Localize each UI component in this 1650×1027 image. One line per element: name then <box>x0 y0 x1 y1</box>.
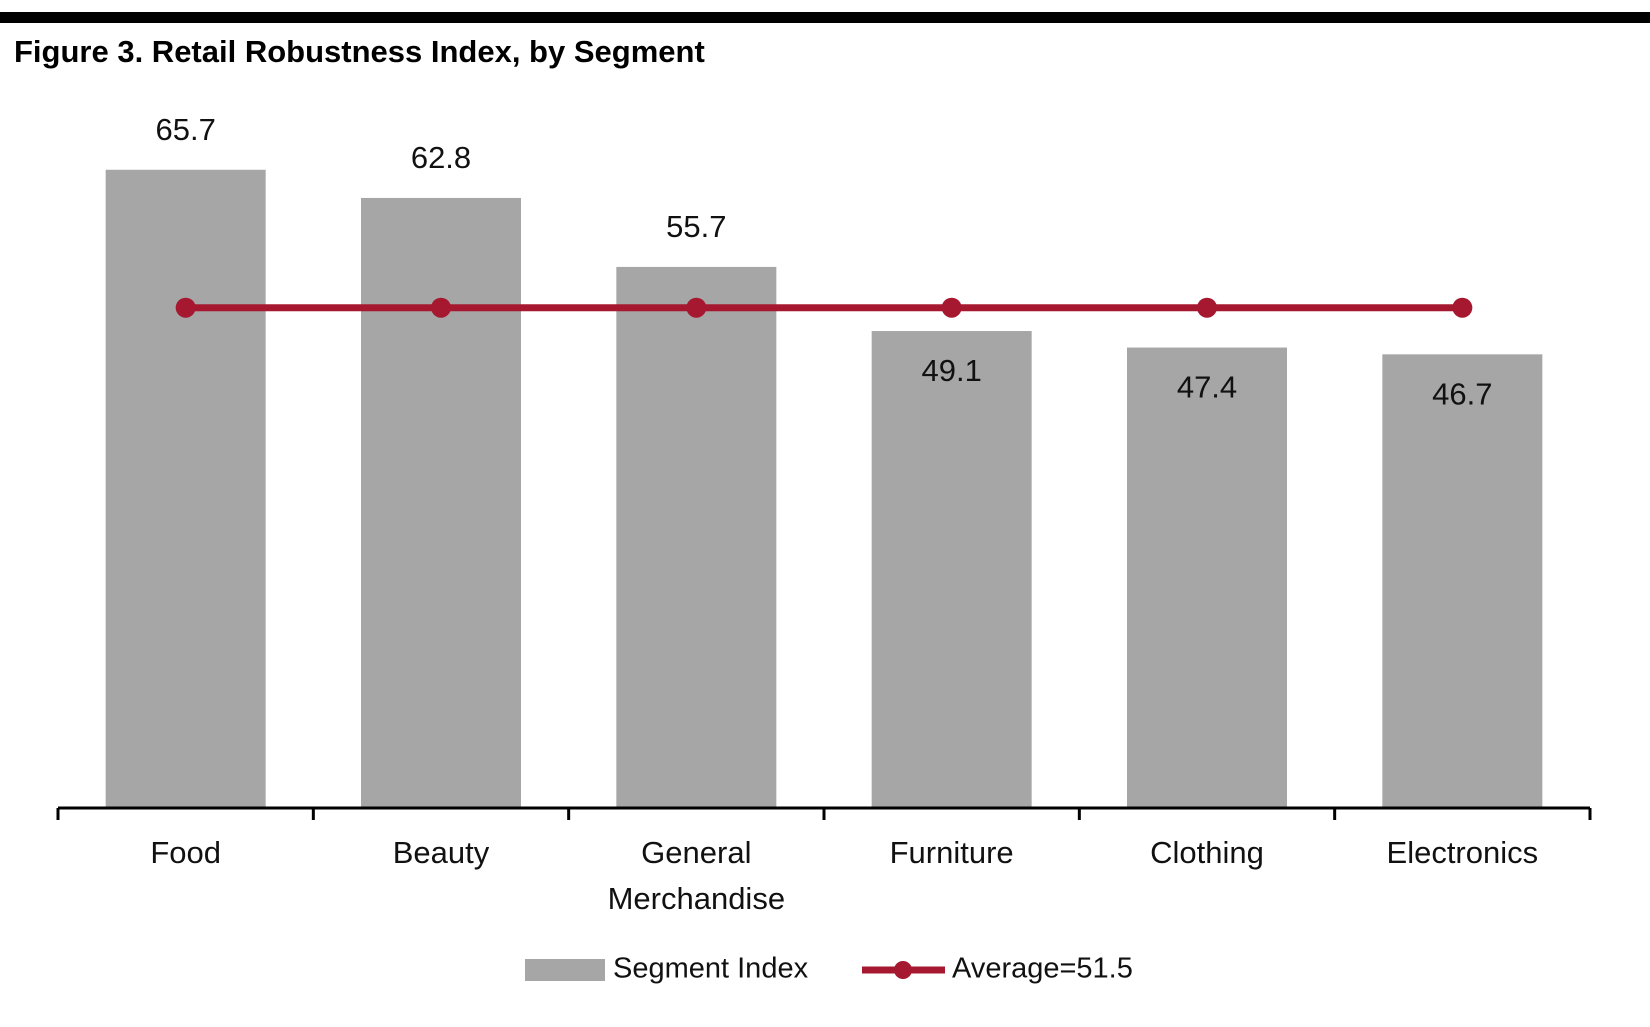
data-label: 55.7 <box>666 209 726 244</box>
bar <box>871 331 1032 808</box>
bar <box>361 197 521 808</box>
line-marker <box>175 297 196 318</box>
bar <box>616 266 777 808</box>
line-marker <box>941 297 962 318</box>
line-marker <box>1197 297 1217 318</box>
x-tick-label: General Merchandise <box>607 835 786 916</box>
x-tick-label: Clothing <box>1150 835 1264 870</box>
legend-marker <box>894 961 912 979</box>
bar <box>1382 354 1543 808</box>
top-rule <box>0 12 1650 23</box>
bar <box>1127 347 1287 808</box>
x-tick-label: Beauty <box>392 835 490 870</box>
legend-label: Segment Index <box>613 953 809 985</box>
legend-label: Average=51.5 <box>952 953 1133 985</box>
x-tick-label: Electronics <box>1386 835 1539 870</box>
data-label: 62.8 <box>411 140 471 175</box>
data-label: 46.7 <box>1432 377 1492 412</box>
data-label: 49.1 <box>921 353 981 388</box>
x-tick-label: Furniture <box>889 835 1014 870</box>
line-marker <box>686 297 707 318</box>
line-marker <box>431 297 451 318</box>
x-tick-label: Food <box>150 835 221 870</box>
line-marker <box>1452 297 1473 318</box>
data-label: 65.7 <box>155 112 215 147</box>
legend-swatch <box>525 959 605 981</box>
chart-title: Figure 3. Retail Robustness Index, by Se… <box>14 34 705 69</box>
bar <box>105 169 266 808</box>
data-label: 47.4 <box>1177 370 1237 405</box>
